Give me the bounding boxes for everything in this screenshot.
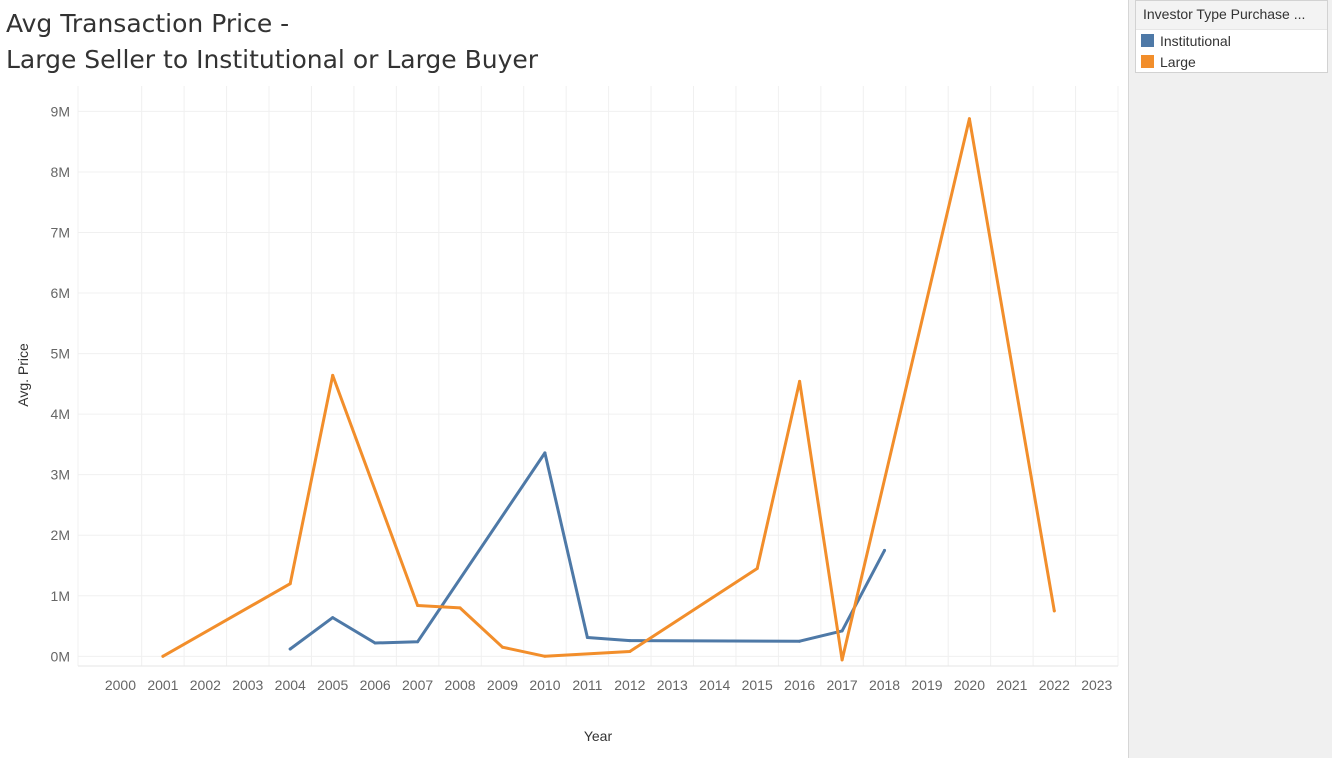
gridlines	[77, 86, 1119, 667]
data-point-institutional[interactable]	[840, 629, 844, 633]
x-tick-label: 2021	[996, 677, 1027, 693]
x-tick-label: 2013	[657, 677, 688, 693]
chart-title-line-2: Large Seller to Institutional or Large B…	[6, 45, 539, 74]
x-tick-label: 2010	[529, 677, 560, 693]
y-tick-label: 9M	[51, 103, 70, 119]
legend: Investor Type Purchase ... Institutional…	[1135, 0, 1328, 73]
legend-swatch-institutional	[1141, 34, 1154, 47]
x-tick-label: 2023	[1081, 677, 1112, 693]
data-point-large[interactable]	[416, 604, 420, 607]
data-point-institutional[interactable]	[331, 616, 335, 620]
x-tick-label: 2002	[190, 677, 221, 693]
legend-label-large: Large	[1160, 53, 1196, 70]
x-tick-label: 2019	[911, 677, 942, 693]
x-tick-label: 2003	[232, 677, 263, 693]
data-point-large[interactable]	[501, 645, 504, 649]
legend-item-large[interactable]: Large	[1136, 51, 1327, 72]
data-point-institutional[interactable]	[543, 451, 547, 455]
x-tick-label: 2022	[1039, 677, 1070, 693]
x-tick-label: 2016	[784, 677, 815, 693]
data-point-institutional[interactable]	[416, 640, 420, 644]
data-point-large[interactable]	[1052, 609, 1056, 613]
y-tick-label: 1M	[51, 588, 70, 604]
data-point-large[interactable]	[628, 650, 632, 653]
tick-labels: 2000 2001 2002 2003 2004 2005 2006 2007 2008 2009…	[51, 103, 1113, 693]
data-point-institutional[interactable]	[288, 647, 292, 651]
line-chart: 2000 2001 2002 2003 2004 2005 2006 2007 2008 2009…	[15, 86, 1119, 744]
data-point-large[interactable]	[458, 606, 462, 610]
x-tick-label: 2009	[487, 677, 518, 693]
data-point-large[interactable]	[798, 379, 802, 383]
data-point-large[interactable]	[288, 582, 292, 586]
x-tick-label: 2014	[699, 677, 730, 693]
data-point-institutional[interactable]	[883, 548, 886, 552]
x-tick-label: 2011	[572, 677, 602, 693]
data-point-institutional[interactable]	[798, 639, 802, 643]
data-point-large[interactable]	[967, 117, 971, 121]
series-line-institutional[interactable]	[288, 451, 886, 651]
y-tick-label: 4M	[51, 406, 70, 422]
x-tick-label: 2000	[105, 677, 136, 693]
data-point-large[interactable]	[543, 654, 547, 658]
x-tick-label: 2007	[402, 677, 433, 693]
legend-swatch-large	[1141, 55, 1154, 68]
x-axis-title: Year	[584, 728, 613, 744]
x-tick-label: 2004	[275, 677, 306, 693]
series-lines	[161, 117, 1056, 662]
x-tick-label: 2006	[360, 677, 391, 693]
x-tick-label: 2018	[869, 677, 900, 693]
chart-title: Avg Transaction Price - Large Seller to …	[6, 6, 538, 78]
y-tick-label: 0M	[51, 648, 70, 664]
y-tick-label: 8M	[51, 164, 70, 180]
data-point-institutional[interactable]	[373, 641, 377, 645]
legend-label-institutional: Institutional	[1160, 32, 1231, 49]
x-tick-label: 2008	[444, 677, 475, 693]
y-tick-label: 6M	[51, 285, 70, 301]
y-axis-title: Avg. Price	[15, 343, 31, 407]
y-tick-label: 7M	[51, 225, 70, 241]
y-tick-label: 2M	[51, 527, 70, 543]
data-point-large[interactable]	[840, 658, 844, 662]
chart-title-line-1: Avg Transaction Price -	[6, 9, 290, 38]
y-tick-label: 3M	[51, 467, 70, 483]
x-tick-label: 2017	[827, 677, 858, 693]
data-point-institutional[interactable]	[585, 636, 589, 639]
data-point-large[interactable]	[331, 373, 335, 377]
legend-title: Investor Type Purchase ...	[1136, 1, 1327, 30]
x-tick-label: 2001	[147, 677, 178, 693]
y-tick-label: 5M	[51, 346, 70, 362]
data-point-large[interactable]	[755, 567, 759, 570]
legend-item-institutional[interactable]: Institutional	[1136, 30, 1327, 51]
data-point-large[interactable]	[161, 654, 165, 658]
side-panel	[1128, 0, 1332, 758]
x-tick-label: 2012	[614, 677, 645, 693]
x-tick-label: 2015	[742, 677, 773, 693]
x-tick-label: 2020	[954, 677, 985, 693]
x-tick-label: 2005	[317, 677, 348, 693]
data-point-institutional[interactable]	[628, 639, 632, 643]
